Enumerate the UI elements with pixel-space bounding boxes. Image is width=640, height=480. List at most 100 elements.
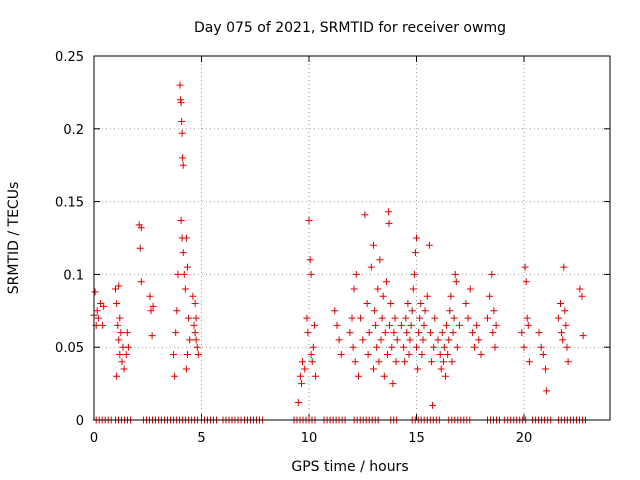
data-point-marker — [486, 292, 494, 300]
data-point-marker — [350, 285, 358, 293]
data-point-marker — [370, 365, 377, 373]
data-point-marker — [335, 336, 343, 344]
x-tick-label: 5 — [197, 431, 205, 446]
data-point-marker — [561, 307, 569, 315]
data-points — [90, 81, 589, 424]
data-point-marker — [173, 307, 181, 315]
data-point-marker — [453, 343, 461, 351]
data-point-marker — [413, 343, 420, 351]
data-point-marker — [403, 329, 411, 337]
data-point-marker — [303, 314, 311, 322]
data-point-marker — [525, 358, 533, 366]
data-point-marker — [379, 292, 387, 300]
data-point-marker — [355, 372, 362, 380]
data-point-marker — [363, 300, 371, 307]
data-point-marker — [557, 300, 564, 307]
data-point-marker — [427, 329, 434, 337]
data-point-marker — [407, 321, 415, 329]
data-point-marker — [179, 161, 187, 169]
data-point-marker — [122, 351, 130, 358]
data-point-marker — [147, 307, 155, 315]
data-point-marker — [381, 329, 389, 337]
data-point-marker — [192, 336, 200, 344]
data-point-marker — [310, 321, 318, 329]
data-point-marker — [389, 380, 397, 388]
data-point-marker — [456, 321, 463, 329]
data-point-marker — [402, 314, 410, 322]
data-point-marker — [409, 285, 417, 293]
y-tick-label: 0.2 — [63, 123, 84, 138]
data-point-marker — [411, 249, 419, 257]
data-point-marker — [115, 282, 123, 290]
data-point-marker — [428, 358, 436, 366]
data-point-marker — [451, 270, 459, 278]
data-point-marker — [118, 358, 126, 366]
data-point-marker — [392, 358, 400, 366]
data-point-marker — [178, 129, 186, 137]
data-point-marker — [522, 278, 530, 286]
data-point-marker — [374, 285, 382, 293]
data-point-marker — [308, 358, 316, 366]
data-point-marker — [367, 263, 375, 271]
data-point-marker — [113, 372, 121, 380]
data-point-marker — [558, 329, 566, 337]
data-point-marker — [406, 336, 414, 344]
data-point-marker — [385, 208, 393, 216]
data-point-marker — [442, 372, 449, 380]
data-point-marker — [299, 358, 306, 366]
data-point-marker — [421, 307, 429, 315]
data-point-marker — [386, 321, 394, 329]
data-point-marker — [359, 336, 367, 344]
data-point-marker — [351, 358, 359, 366]
data-point-marker — [408, 307, 416, 315]
data-point-marker — [148, 332, 156, 340]
data-point-marker — [385, 219, 393, 227]
data-point-marker — [112, 285, 119, 293]
data-point-marker — [473, 321, 481, 329]
data-point-marker — [559, 336, 567, 344]
data-point-marker — [418, 351, 426, 358]
data-point-marker — [307, 351, 315, 358]
data-point-marker — [563, 343, 571, 351]
data-point-marker — [117, 329, 125, 337]
data-point-marker — [439, 358, 447, 366]
data-point-marker — [113, 300, 121, 307]
data-point-marker — [170, 351, 178, 358]
data-point-marker — [405, 351, 413, 358]
data-point-marker — [100, 302, 108, 310]
data-point-marker — [177, 99, 185, 107]
data-point-marker — [448, 358, 456, 366]
data-point-marker — [391, 314, 399, 322]
data-point-marker — [393, 336, 401, 344]
data-point-marker — [376, 256, 384, 264]
data-point-marker — [560, 263, 568, 271]
data-point-marker — [372, 321, 380, 329]
data-point-marker — [489, 329, 497, 337]
data-point-marker — [194, 351, 202, 358]
data-point-marker — [298, 380, 305, 388]
data-point-marker — [382, 278, 390, 286]
data-point-marker — [443, 321, 451, 329]
data-point-marker — [301, 365, 309, 373]
data-point-marker — [436, 351, 444, 358]
data-point-marker — [462, 300, 470, 307]
data-point-marker — [542, 365, 549, 373]
data-point-marker — [94, 314, 102, 322]
y-tick-label: 0.15 — [55, 196, 84, 211]
data-point-marker — [176, 81, 184, 89]
data-point-marker — [431, 314, 439, 322]
data-point-marker — [306, 256, 314, 264]
data-point-marker — [468, 329, 476, 337]
data-point-marker — [425, 241, 433, 249]
data-point-marker — [371, 307, 379, 315]
data-point-marker — [123, 329, 131, 337]
data-point-marker — [419, 336, 427, 344]
x-tick-label: 10 — [301, 431, 318, 446]
data-point-marker — [535, 329, 543, 337]
data-point-marker — [116, 351, 124, 358]
data-point-marker — [484, 314, 491, 322]
data-point-marker — [186, 336, 194, 344]
data-point-marker — [420, 321, 428, 329]
data-point-marker — [521, 263, 529, 271]
data-point-marker — [177, 217, 185, 224]
